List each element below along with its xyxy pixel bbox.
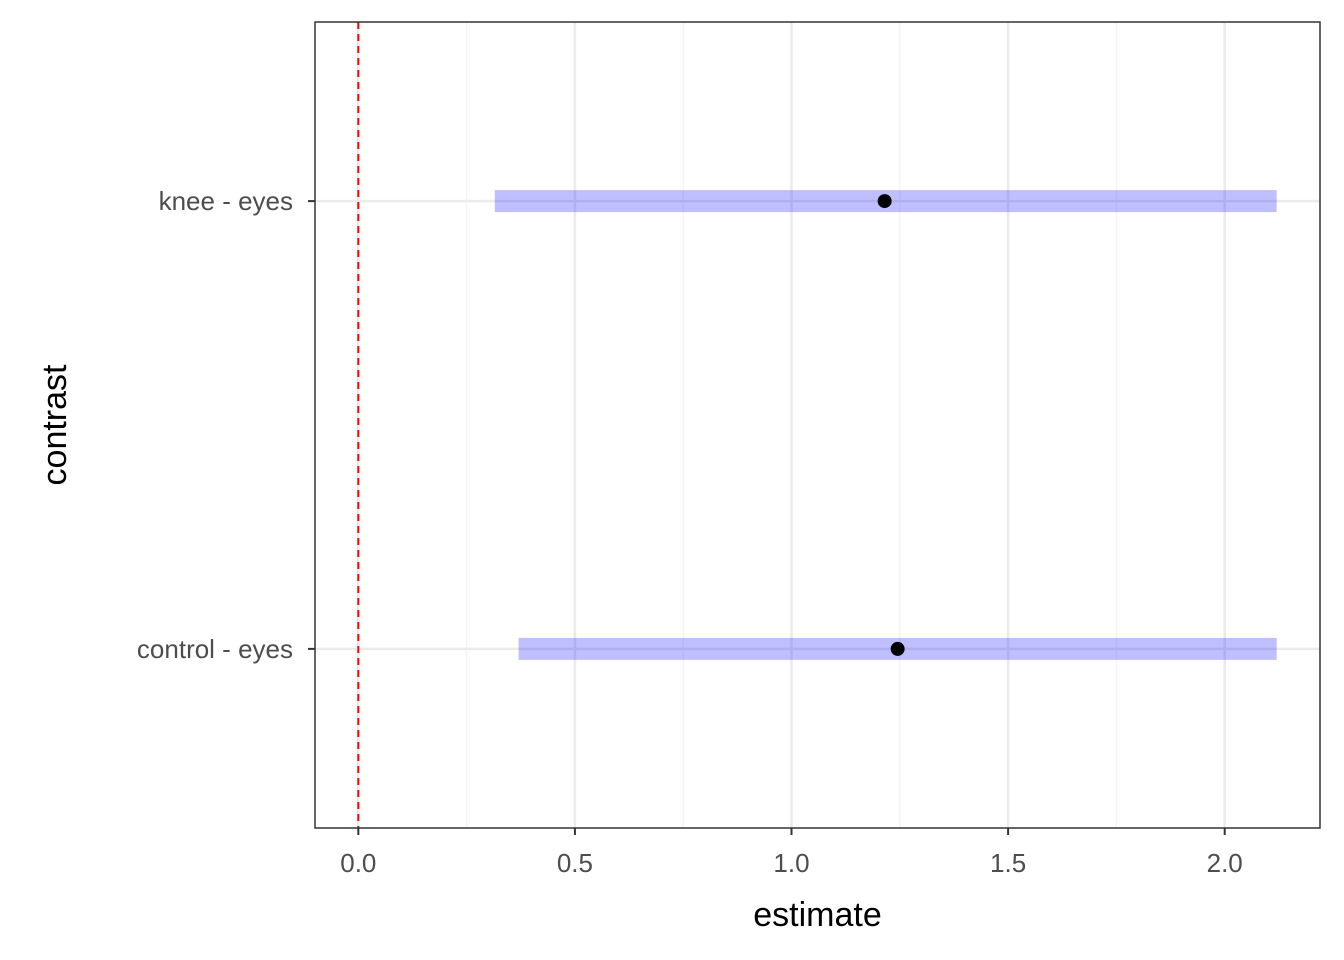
y-axis-title: contrast — [36, 364, 74, 485]
x-tick-label: 1.0 — [773, 848, 809, 878]
x-tick-label: 2.0 — [1207, 848, 1243, 878]
panel-border — [314, 21, 1321, 829]
x-axis: 0.0 0.5 1.0 1.5 2.0 — [340, 828, 1243, 878]
y-axis: control - eyes knee - eyes — [137, 186, 315, 664]
x-tick-label: 0.5 — [557, 848, 593, 878]
y-tick-label: control - eyes — [137, 634, 293, 664]
interval-bars — [494, 190, 1277, 660]
minor-gridlines — [465, 22, 1118, 828]
major-gridlines — [315, 22, 1320, 828]
y-tick-label: knee - eyes — [159, 186, 293, 216]
estimate-point — [877, 194, 892, 209]
estimate-point — [890, 641, 905, 656]
estimate-points — [877, 194, 905, 656]
x-tick-label: 0.0 — [340, 848, 376, 878]
x-axis-title: estimate — [753, 896, 882, 934]
x-tick-label: 1.5 — [990, 848, 1026, 878]
